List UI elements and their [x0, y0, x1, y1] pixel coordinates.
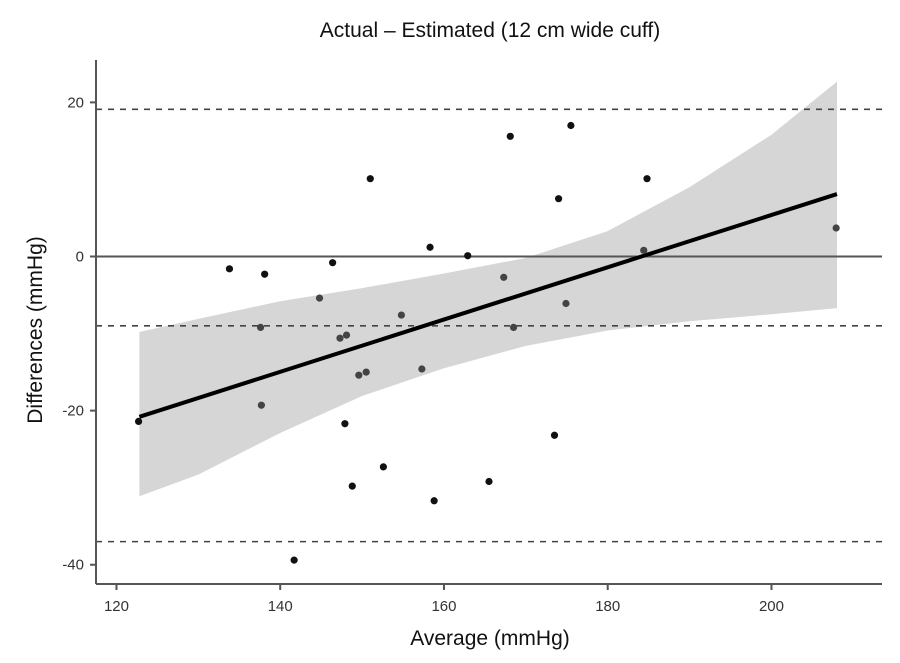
confidence-band [139, 81, 837, 497]
data-point [362, 368, 370, 376]
data-point [261, 270, 269, 278]
data-point [500, 273, 508, 281]
x-tick-label: 160 [431, 598, 456, 615]
y-tick-label: -20 [62, 403, 84, 420]
data-point [397, 311, 405, 319]
data-point [336, 334, 344, 342]
data-point [348, 482, 356, 490]
y-axis-label: Differences (mmHg) [24, 236, 47, 423]
data-point [426, 243, 434, 251]
data-point [464, 252, 472, 260]
data-point [379, 463, 387, 471]
data-point [329, 259, 337, 267]
y-tick-label: 20 [67, 94, 84, 111]
data-point [509, 323, 518, 331]
data-point [134, 417, 143, 426]
data-point [418, 365, 426, 373]
x-tick-label: 200 [759, 598, 784, 615]
data-point [366, 175, 374, 183]
data-point [315, 294, 324, 302]
x-tick-label: 120 [104, 598, 129, 615]
regression-layer [138, 192, 838, 419]
x-axis-label: Average (mmHg) [410, 627, 570, 650]
data-point [554, 195, 563, 203]
x-tick-label: 180 [595, 598, 620, 615]
data-point [832, 224, 840, 232]
data-point [550, 431, 559, 439]
data-point [256, 323, 265, 331]
data-point [257, 401, 265, 409]
chart-title: Actual – Estimated (12 cm wide cuff) [320, 19, 660, 42]
y-tick-label: -40 [62, 557, 84, 574]
y-tick-label: 0 [76, 249, 84, 266]
data-point [567, 121, 575, 130]
reference-lines-layer [96, 108, 882, 543]
data-point [355, 371, 363, 379]
data-point [341, 420, 349, 428]
data-point [225, 265, 234, 273]
data-point [643, 175, 651, 183]
x-tick-label: 140 [268, 598, 293, 615]
data-point [562, 299, 570, 308]
confidence-band-layer [139, 81, 837, 497]
data-point [342, 331, 351, 339]
data-point [640, 246, 648, 254]
data-point [506, 132, 514, 140]
regression-line [138, 192, 838, 419]
data-point [485, 477, 493, 486]
points-layer [134, 121, 840, 564]
data-point [290, 556, 298, 564]
data-point [430, 497, 438, 505]
